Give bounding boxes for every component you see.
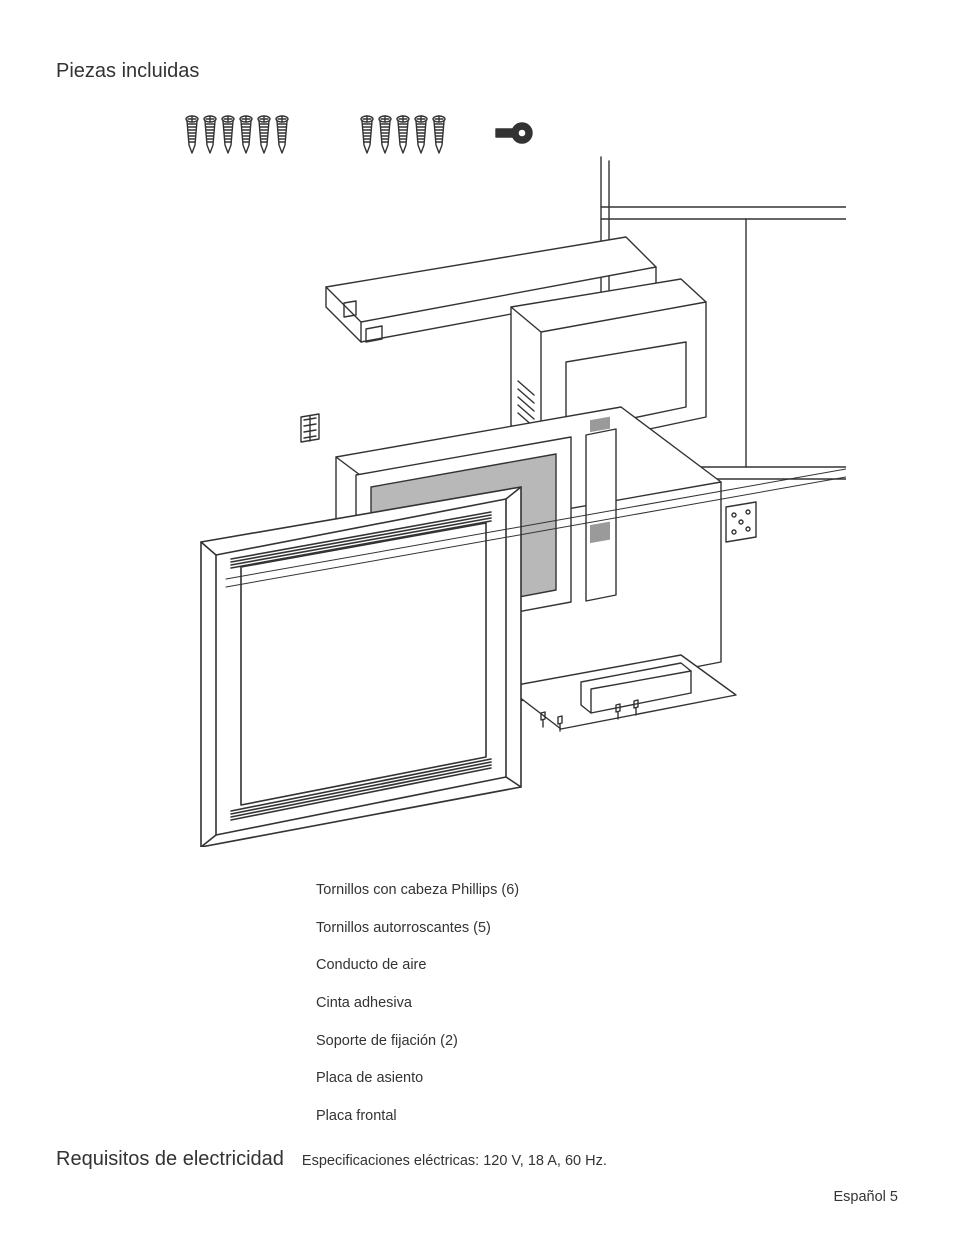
latch-clip-icon bbox=[301, 414, 319, 442]
page-footer: Español 5 bbox=[834, 1189, 899, 1205]
section-title: Piezas incluidas bbox=[56, 60, 898, 83]
tape-roll-icon bbox=[496, 123, 532, 143]
parts-list-item: Placa de asiento bbox=[316, 1060, 898, 1098]
exploded-view-diagram bbox=[126, 107, 846, 852]
parts-list: Tornillos con cabeza Phillips (6) Tornil… bbox=[316, 872, 898, 1136]
parts-list-item: Placa frontal bbox=[316, 1098, 898, 1136]
electrical-heading: Requisitos de electricidad bbox=[56, 1148, 284, 1171]
front-trim-frame-icon bbox=[201, 487, 521, 847]
electrical-spec: Especificaciones eléctricas: 120 V, 18 A… bbox=[302, 1153, 607, 1169]
parts-list-item: Tornillos con cabeza Phillips (6) bbox=[316, 872, 898, 910]
parts-list-item: Soporte de fijación (2) bbox=[316, 1023, 898, 1061]
side-plate-icon bbox=[726, 502, 756, 542]
parts-list-item: Cinta adhesiva bbox=[316, 985, 898, 1023]
screws-phillips-icon bbox=[186, 116, 288, 153]
parts-list-item: Tornillos autorroscantes (5) bbox=[316, 910, 898, 948]
parts-list-item: Conducto de aire bbox=[316, 947, 898, 985]
screws-self-tapping-icon bbox=[361, 116, 445, 153]
exploded-view-svg bbox=[126, 107, 846, 847]
